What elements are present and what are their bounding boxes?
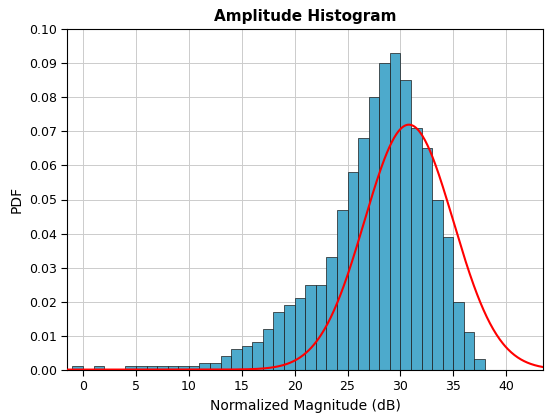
Bar: [474, 360, 485, 370]
Bar: [295, 298, 305, 370]
Bar: [167, 366, 178, 370]
Bar: [443, 237, 453, 370]
Bar: [400, 80, 411, 370]
Bar: [263, 329, 273, 370]
Bar: [199, 363, 210, 370]
Bar: [242, 346, 253, 370]
Bar: [231, 349, 242, 370]
Bar: [125, 366, 136, 370]
Bar: [326, 257, 337, 370]
Bar: [72, 366, 83, 370]
Bar: [157, 366, 167, 370]
Bar: [305, 285, 316, 370]
Bar: [147, 366, 157, 370]
Bar: [273, 312, 284, 370]
Bar: [253, 342, 263, 370]
X-axis label: Normalized Magnitude (dB): Normalized Magnitude (dB): [210, 399, 400, 412]
Bar: [178, 366, 189, 370]
Bar: [390, 53, 400, 370]
Bar: [379, 63, 390, 370]
Bar: [432, 200, 443, 370]
Bar: [422, 148, 432, 370]
Bar: [358, 138, 368, 370]
Bar: [348, 172, 358, 370]
Title: Amplitude Histogram: Amplitude Histogram: [214, 9, 396, 24]
Bar: [368, 97, 379, 370]
Y-axis label: PDF: PDF: [9, 186, 23, 213]
Bar: [464, 332, 474, 370]
Bar: [316, 285, 326, 370]
Bar: [337, 210, 348, 370]
Bar: [136, 366, 147, 370]
Bar: [94, 366, 104, 370]
Bar: [453, 302, 464, 370]
Bar: [411, 128, 422, 370]
Bar: [210, 363, 221, 370]
Bar: [284, 305, 295, 370]
Bar: [189, 366, 199, 370]
Bar: [221, 356, 231, 370]
